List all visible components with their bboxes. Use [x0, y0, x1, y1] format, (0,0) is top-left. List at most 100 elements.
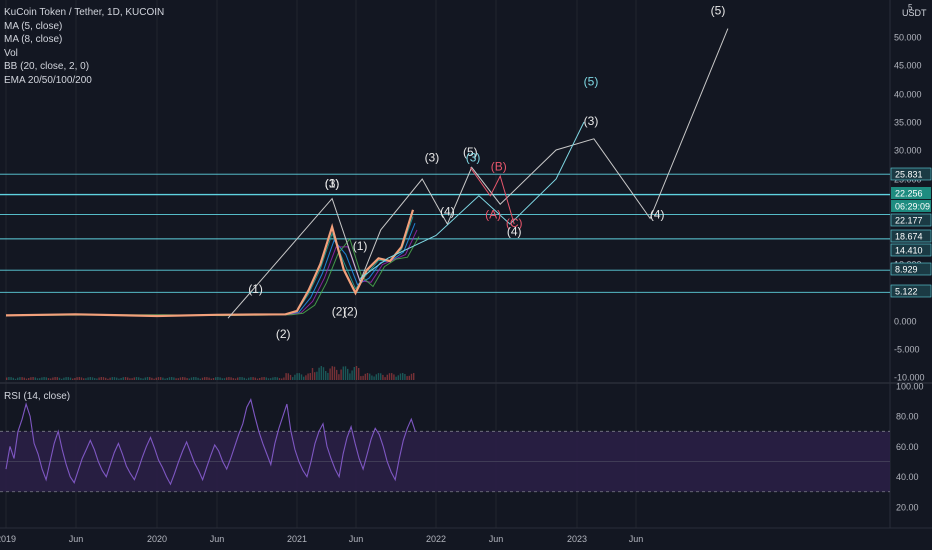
unit-label[interactable]: USDT [902, 8, 927, 18]
volume-bar [380, 373, 382, 380]
price-badge-label: 22.256 [895, 189, 923, 199]
volume-bar [69, 377, 72, 380]
rsi-line [5, 398, 416, 486]
volume-bar [331, 366, 333, 380]
volume-bar [127, 377, 129, 380]
volume-bar [135, 377, 138, 380]
volume-bar [382, 374, 384, 380]
wave-label: (5) [584, 74, 599, 88]
volume-bar [355, 366, 358, 380]
wave-label: (2) [276, 327, 291, 341]
volume-bar [281, 378, 283, 380]
volume-bar [391, 373, 393, 380]
wave-label: (3) [325, 176, 340, 190]
volume-bar [83, 378, 85, 380]
indicator-ma8[interactable]: MA (8, close) [4, 34, 63, 45]
volume-bar [375, 374, 377, 380]
rsi-tick-label: 60.00 [896, 442, 919, 452]
volume-bar [210, 378, 212, 380]
price-badge-label: 22.177 [895, 216, 923, 226]
price-tick-label: -5.000 [894, 345, 920, 355]
indicator-ma5[interactable]: MA (5, close) [4, 20, 63, 32]
volume-bar [179, 377, 182, 380]
indicator-vol[interactable]: Vol [4, 47, 18, 59]
volume-bar [239, 377, 241, 380]
volume-bar [395, 376, 397, 380]
volume-bar [109, 377, 111, 380]
time-tick-label: Jun [349, 534, 364, 544]
volume-bar [223, 378, 226, 380]
volume-bar [45, 377, 47, 380]
price-badge-label: 8.929 [895, 265, 918, 275]
horizontal-levels[interactable] [0, 173, 890, 293]
volume-bar [219, 377, 221, 380]
volume-bar [195, 377, 197, 380]
volume-bar [173, 377, 175, 380]
volume-bar [230, 377, 232, 380]
time-tick-label: 2019 [0, 534, 16, 544]
volume-bar [102, 377, 105, 380]
volume-bar [243, 377, 245, 380]
price-tick-label: 40.000 [894, 90, 922, 100]
volume-bar [171, 377, 173, 380]
volume-bar [72, 378, 74, 380]
rsi-legend[interactable]: RSI (14, close) [4, 391, 71, 402]
volume-bar [10, 377, 12, 380]
volume-bar [23, 377, 25, 380]
price-badge [890, 243, 932, 257]
volume-bar [314, 372, 316, 380]
volume-bar [347, 368, 349, 380]
price-badge [890, 262, 932, 276]
volume-bar [237, 377, 239, 380]
elliott-wave-projection[interactable] [227, 28, 729, 319]
rsi-axis[interactable]: 100.00 80.00 60.00 40.00 20.00 [896, 382, 924, 513]
price-tick-label: -10.000 [894, 373, 925, 383]
indicator-bb[interactable]: BB (20, close, 2, 0) [4, 61, 90, 72]
volume-bar [296, 373, 298, 380]
volume-bar [144, 377, 146, 380]
volume-bar [142, 378, 144, 380]
volume-bar [228, 377, 230, 380]
volume-bar [274, 377, 276, 380]
volume-bar [386, 374, 388, 380]
time-tick-label: 2020 [147, 534, 167, 544]
volume-bar [94, 378, 96, 380]
volume-bar [182, 377, 184, 380]
indicator-ema[interactable]: EMA 20/50/100/200 [4, 74, 92, 86]
volume-bar [140, 378, 142, 380]
volume-bar [369, 373, 371, 380]
volume-bar [397, 375, 399, 380]
wave-label: (A) [485, 207, 501, 221]
volume-bar [19, 377, 21, 380]
volume-bar [364, 373, 366, 380]
volume-bar [305, 375, 307, 380]
volume-bar [300, 374, 303, 380]
rsi-tick-label: 20.00 [896, 502, 919, 512]
volume-bar [96, 378, 98, 380]
price-badges: 25.831 22.256 06:29:09 22.177 18.674 14.410 8.… [890, 167, 932, 298]
price-badge [890, 284, 932, 298]
chart-legend: KuCoin Token / Tether, 1D, KUCOIN MA (5,… [4, 6, 164, 87]
price-line [5, 209, 415, 318]
volume-bar [322, 367, 325, 380]
volume-bar [360, 376, 362, 380]
price-tick-label: 30.000 [894, 146, 922, 156]
wave-label: (5) [463, 145, 478, 159]
symbol-title[interactable]: KuCoin Token / Tether, 1D, KUCOIN [4, 7, 165, 18]
volume-bar [232, 378, 234, 380]
volume-bar [241, 377, 243, 380]
time-axis[interactable]: 2019 Jun 2020 Jun 2021 Jun 2022 Jun 2023 Jun [0, 534, 643, 544]
price-badge-label: 25.831 [895, 170, 923, 180]
volume-bar [358, 368, 360, 380]
time-tick-label: Jun [69, 534, 84, 544]
volume-bar [377, 373, 380, 380]
volume-bar [276, 377, 278, 380]
time-tick-label: 2022 [426, 534, 446, 544]
volume-bar [188, 378, 190, 380]
volume-bar [157, 377, 160, 380]
wave-label: (1) [325, 176, 340, 190]
volume-bar [122, 377, 124, 380]
volume-bar [303, 376, 305, 380]
volume-bar [204, 377, 206, 380]
